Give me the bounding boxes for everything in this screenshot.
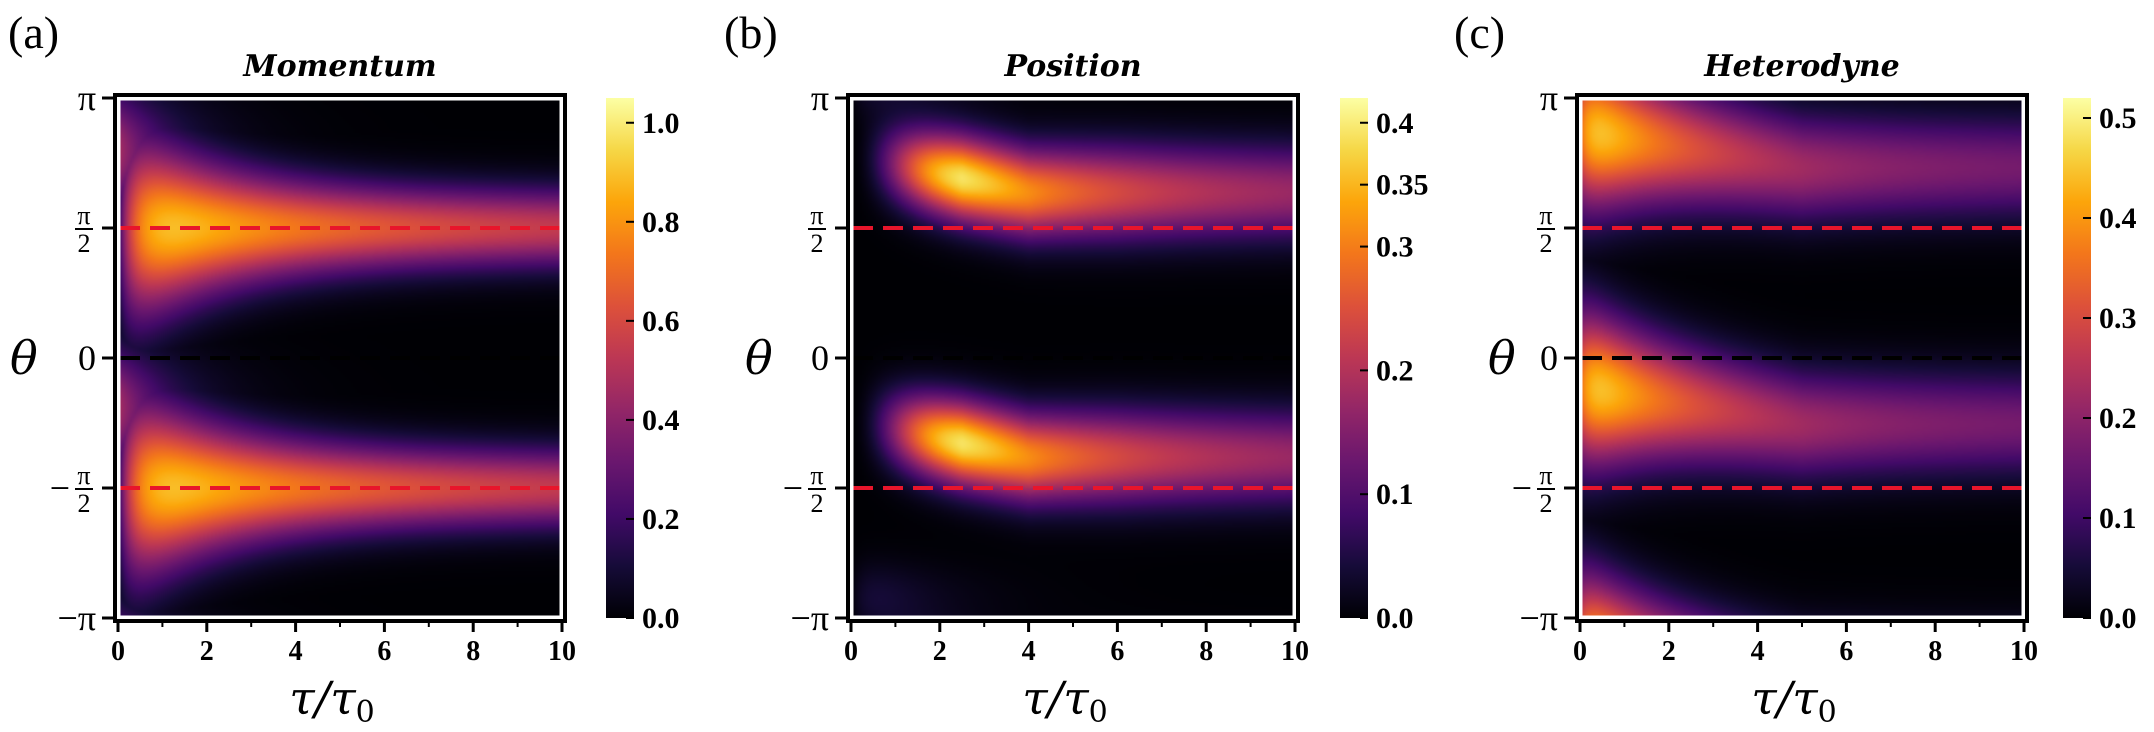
y-tick-label: π2: [1537, 201, 1555, 258]
svg-text:2: 2: [1540, 229, 1553, 258]
y-tick-label: π: [1540, 78, 1558, 118]
colorbar-tick-label: 0.3: [2099, 302, 2137, 335]
y-tick-label: π2: [808, 201, 826, 258]
colorbar-tick-label: 0.2: [1376, 354, 1414, 387]
colorbar-tick-label: 0.8: [642, 206, 680, 239]
svg-text:π: π: [1539, 461, 1552, 490]
y-tick-label: 0: [811, 338, 829, 378]
y-tick-label: π: [78, 78, 96, 118]
colorbar-tick-label: 0.4: [1376, 107, 1414, 140]
x-tick-label: 4: [1751, 636, 1765, 667]
panel-label: (b): [724, 7, 778, 58]
x-tick-label: 8: [1199, 636, 1213, 667]
colorbar-tick-label: 0.0: [642, 602, 680, 635]
svg-text:2: 2: [811, 229, 824, 258]
svg-text:2: 2: [1540, 489, 1553, 518]
x-axis-label: τ/τ0: [289, 671, 375, 730]
x-tick-label: 2: [1662, 636, 1676, 667]
y-axis-label: θ: [1488, 331, 1516, 385]
x-tick-label: 6: [1110, 636, 1124, 667]
y-tick-label: −π: [1520, 598, 1558, 638]
x-tick-label: 6: [1839, 636, 1853, 667]
x-tick-label: 2: [933, 636, 947, 667]
panel-title: Momentum: [242, 49, 436, 84]
colorbar-tick-label: 1.0: [642, 107, 680, 140]
svg-text:π: π: [1539, 201, 1552, 230]
svg-text:2: 2: [78, 489, 91, 518]
colorbar: [1340, 98, 1368, 618]
svg-text:−: −: [1512, 468, 1532, 508]
colorbar-tick-label: 0.3: [1376, 231, 1414, 264]
svg-text:π: π: [810, 461, 823, 490]
y-tick-label: − π2: [1512, 461, 1555, 518]
svg-text:2: 2: [811, 489, 824, 518]
colorbar-tick-label: 0.2: [642, 503, 680, 536]
x-tick-label: 0: [1573, 636, 1587, 667]
svg-text:−: −: [783, 468, 803, 508]
y-axis-label: θ: [10, 331, 38, 385]
colorbar-tick-label: 0.1: [2099, 502, 2137, 535]
x-tick-label: 8: [1928, 636, 1942, 667]
colorbar-tick-label: 0.2: [2099, 402, 2137, 435]
x-tick-label: 10: [1281, 636, 1309, 667]
colorbar-tick-label: 0.6: [642, 305, 680, 338]
y-tick-label: 0: [1540, 338, 1558, 378]
y-tick-label: 0: [78, 338, 96, 378]
x-tick-label: 6: [377, 636, 391, 667]
y-tick-label: π: [811, 78, 829, 118]
svg-text:2: 2: [78, 229, 91, 258]
x-tick-label: 0: [844, 636, 858, 667]
svg-text:−: −: [50, 468, 70, 508]
panel-label: (a): [8, 7, 59, 58]
x-axis-label: τ/τ0: [1022, 671, 1108, 730]
y-tick-label: π2: [75, 201, 93, 258]
x-tick-label: 2: [200, 636, 214, 667]
panel-title: Position: [1003, 49, 1141, 84]
colorbar-tick-label: 0.0: [2099, 602, 2137, 635]
x-tick-label: 8: [466, 636, 480, 667]
inner-frame: [850, 97, 1296, 619]
colorbar-tick-label: 0.35: [1376, 169, 1429, 202]
inner-frame: [1579, 97, 2025, 619]
y-tick-label: − π2: [50, 461, 93, 518]
x-tick-label: 10: [548, 636, 576, 667]
y-tick-label: −π: [791, 598, 829, 638]
y-axis-label: θ: [745, 331, 773, 385]
colorbar: [606, 98, 634, 618]
svg-text:π: π: [77, 461, 90, 490]
svg-text:π: π: [77, 201, 90, 230]
colorbar-tick-label: 0.4: [642, 404, 680, 437]
colorbar-tick-label: 0.1: [1376, 478, 1414, 511]
colorbar: [2063, 98, 2091, 618]
colorbar-tick-label: 0.4: [2099, 202, 2137, 235]
y-tick-label: −π: [58, 598, 96, 638]
x-tick-label: 4: [1022, 636, 1036, 667]
svg-text:π: π: [810, 201, 823, 230]
x-tick-label: 4: [289, 636, 303, 667]
x-axis-label: τ/τ0: [1751, 671, 1837, 730]
y-tick-label: − π2: [783, 461, 826, 518]
panel-title: Heterodyne: [1703, 49, 1900, 84]
x-tick-label: 10: [2010, 636, 2038, 667]
inner-frame: [117, 97, 563, 619]
colorbar-tick-label: 0.5: [2099, 102, 2137, 135]
colorbar-tick-label: 0.0: [1376, 602, 1414, 635]
panel-label: (c): [1454, 7, 1505, 58]
x-tick-label: 0: [111, 636, 125, 667]
